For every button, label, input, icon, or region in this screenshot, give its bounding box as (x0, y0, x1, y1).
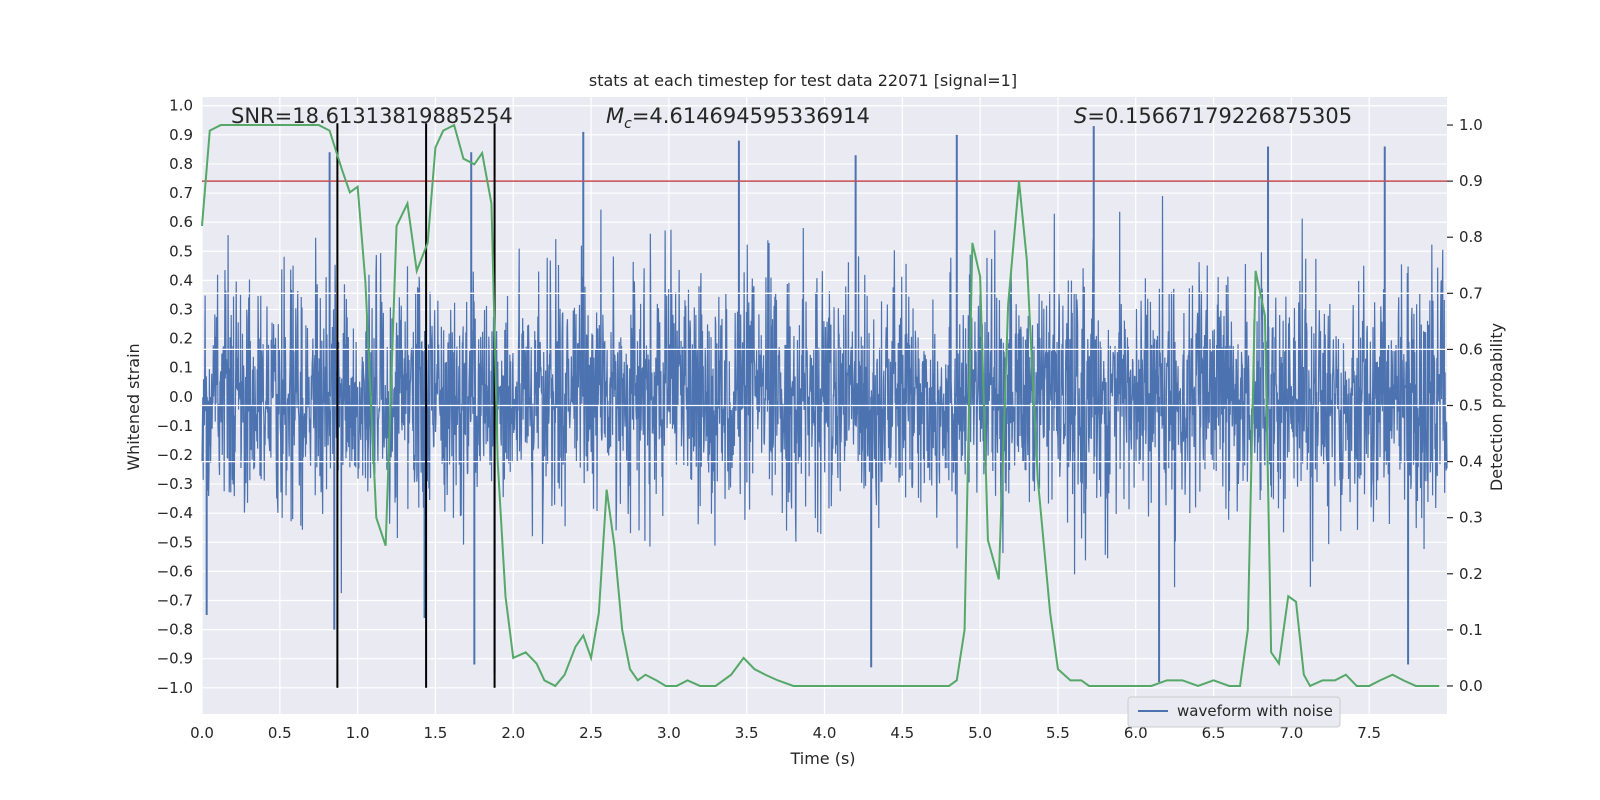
x-tick-label: 1.5 (424, 724, 448, 742)
x-tick-label: 5.5 (1046, 724, 1070, 742)
y-left-tick-label: 0.0 (169, 388, 193, 406)
y-right-axis-label: Detection probability (1487, 323, 1506, 491)
x-tick-label: 1.0 (346, 724, 370, 742)
s-symbol: S (1074, 104, 1087, 128)
y-left-tick-label: −0.9 (157, 650, 193, 668)
y-left-tick-label: 0.4 (169, 271, 193, 289)
x-axis-label: Time (s) (789, 749, 855, 768)
s-annotation: S=0.15667179226875305 (1074, 104, 1352, 128)
y-left-tick-label: −0.3 (157, 475, 193, 493)
x-tick-label: 7.0 (1279, 724, 1303, 742)
y-right-tick-label: 0.4 (1459, 453, 1483, 471)
y-left-tick-label: 0.3 (169, 300, 193, 318)
y-left-tick-label: −0.8 (157, 621, 193, 639)
y-left-tick-label: −0.1 (157, 417, 193, 435)
mc-annotation: Mc=4.614694595336914 (606, 104, 870, 132)
y-left-tick-label: 1.0 (169, 97, 193, 115)
mc-value: =4.614694595336914 (632, 104, 870, 128)
probability-line (201, 123, 1440, 688)
y-left-tick-label: 0.2 (169, 330, 193, 348)
x-tick-label: 3.5 (735, 724, 759, 742)
y-right-tick-label: 1.0 (1459, 116, 1483, 134)
x-tick-label: 2.5 (579, 724, 603, 742)
y-left-tick-label: −0.2 (157, 446, 193, 464)
mc-symbol: M (606, 104, 624, 128)
y-right-tick-label: 0.6 (1459, 340, 1483, 358)
right-axis-gridlines (202, 292, 1447, 463)
x-tick-label: 2.0 (501, 724, 525, 742)
y-right-tick-label: 0.5 (1459, 397, 1483, 415)
x-tick-label: 4.5 (890, 724, 914, 742)
y-left-tick-label: −0.5 (157, 533, 193, 551)
y-right-tick-label: 0.7 (1459, 284, 1483, 302)
snr-annotation: SNR=18.61313819885254 (231, 104, 513, 128)
y-left-tick-label: −0.6 (157, 562, 193, 580)
y-left-tick-label: 0.1 (169, 359, 193, 377)
x-tick-label: 3.0 (657, 724, 681, 742)
y-left-tick-label: 0.6 (169, 213, 193, 231)
y-right-tick-label: 0.9 (1459, 172, 1483, 190)
x-tick-label: 0.0 (190, 724, 214, 742)
y-left-tick-label: 0.8 (169, 155, 193, 173)
x-tick-label: 0.5 (268, 724, 292, 742)
x-tick-label: 4.0 (813, 724, 837, 742)
y-right-tick-label: 0.3 (1459, 509, 1483, 527)
waveform-series (201, 126, 1448, 682)
legend: waveform with noise (1127, 696, 1341, 728)
y-right-axis-ticks: 1.0 0.9 0.8 0.7 0.6 0.5 0.4 0.3 0.2 0.1 0.0 (1447, 116, 1483, 695)
x-tick-label: 6.5 (1202, 724, 1226, 742)
x-tick-label: 7.5 (1357, 724, 1381, 742)
y-right-tick-label: 0.8 (1459, 228, 1483, 246)
legend-box (1127, 696, 1341, 728)
waveform-line (201, 195, 1448, 594)
y-left-tick-label: −1.0 (157, 679, 193, 697)
y-left-tick-label: 0.5 (169, 242, 193, 260)
x-tick-label: 5.0 (968, 724, 992, 742)
y-left-tick-label: −0.7 (157, 591, 193, 609)
probability-series (201, 123, 1440, 688)
chart-title: stats at each timestep for test data 220… (589, 71, 1017, 90)
y-left-axis-label: Whitened strain (124, 343, 143, 470)
x-axis-ticks: 0.0 0.5 1.0 1.5 2.0 2.5 3.0 3.5 4.0 4.5 5.0 5.5 6.0 6… (190, 724, 1381, 742)
vertical-marker-lines (336, 123, 496, 688)
y-right-tick-label: 0.1 (1459, 621, 1483, 639)
y-left-axis-ticks: 1.0 0.9 0.8 0.7 0.6 0.5 0.4 0.3 0.2 0.1 0.0 −0.1 −0.… (157, 97, 193, 697)
x-tick-label: 6.0 (1124, 724, 1148, 742)
y-right-tick-label: 0.0 (1459, 677, 1483, 695)
y-left-tick-label: 0.9 (169, 126, 193, 144)
mc-subscript: c (624, 116, 632, 132)
legend-label: waveform with noise (1177, 702, 1333, 720)
y-right-tick-label: 0.2 (1459, 565, 1483, 583)
y-left-tick-label: 0.7 (169, 184, 193, 202)
s-value: =0.15667179226875305 (1087, 104, 1352, 128)
y-left-tick-label: −0.4 (157, 504, 193, 522)
